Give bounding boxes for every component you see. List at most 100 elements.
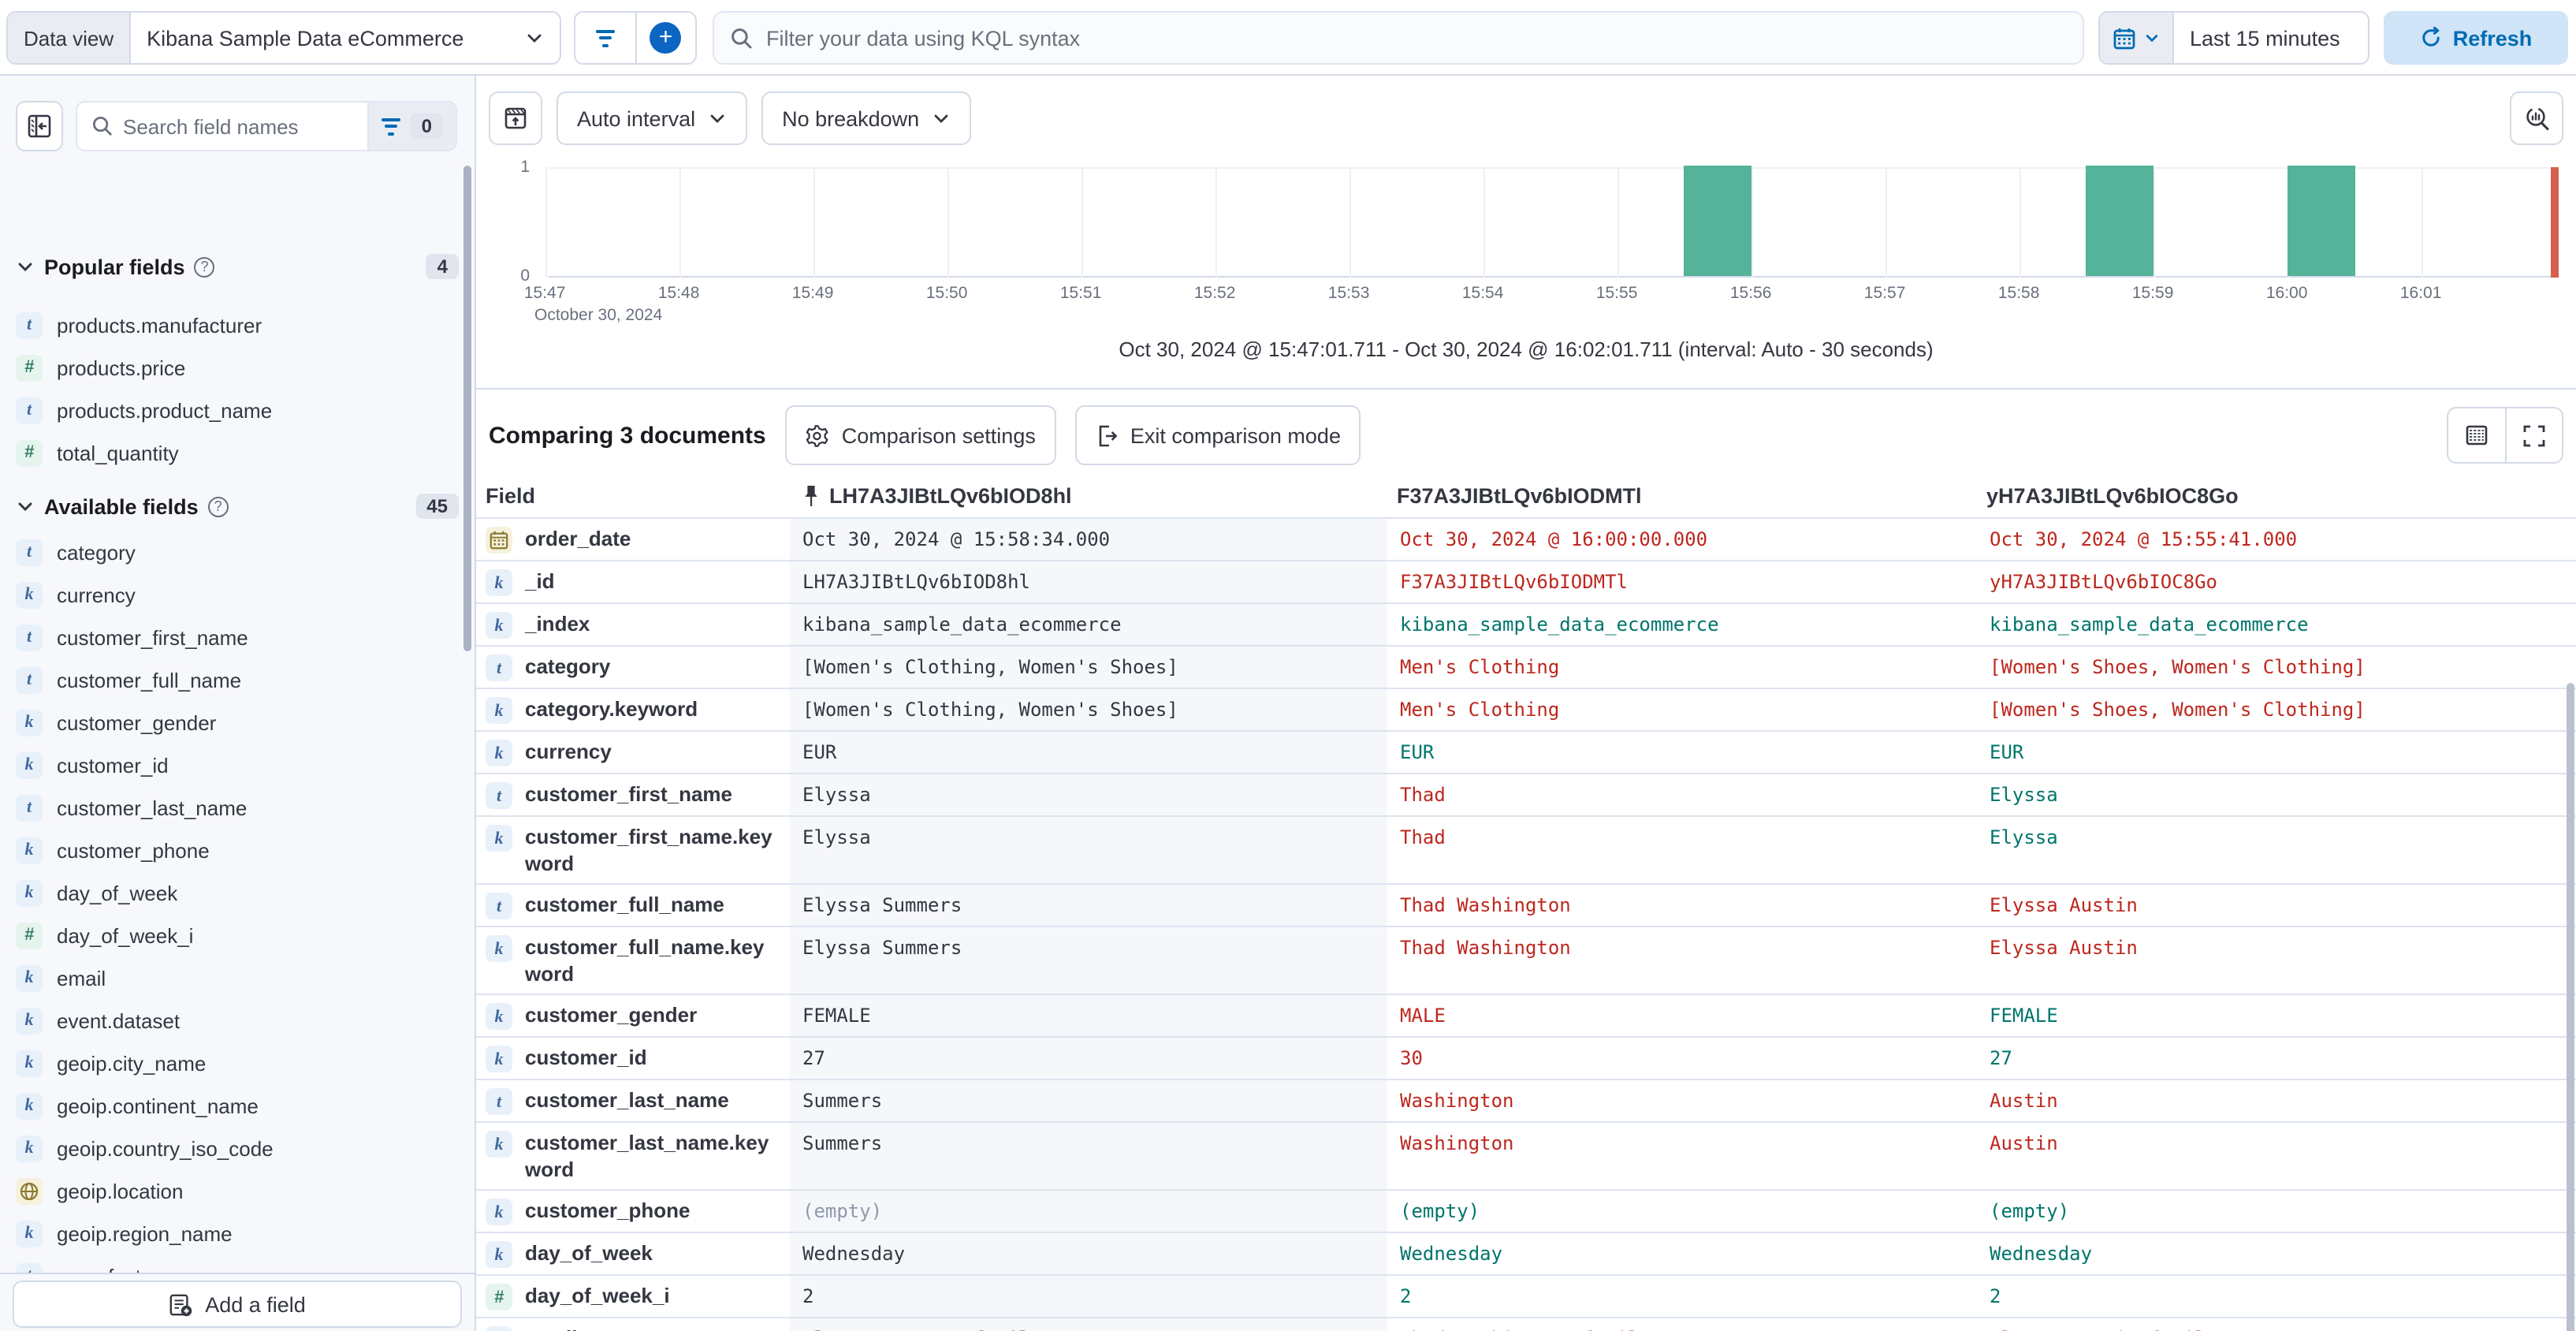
table-row-customer_id[interactable]: k customer_id 27 30 27 [476,1036,2576,1079]
add-filter-lines-button[interactable] [575,13,635,63]
available-fields-count: 45 [415,494,459,519]
field-item-label: total_quantity [57,441,179,464]
available-fields-header[interactable]: Available fields ? 45 [16,494,459,519]
edit-visualization-button[interactable] [2510,91,2563,145]
field-item-label: day_of_week [57,881,178,904]
histogram-bar-16:00:00[interactable] [2288,166,2355,276]
table-row-_index[interactable]: k _index kibana_sample_data_ecommerce kiban… [476,602,2576,645]
available-field-customer_gender[interactable]: k customer_gender [0,703,475,741]
density-button[interactable] [2448,408,2505,462]
popular-fields-header[interactable]: Popular fields ? 4 [16,254,459,279]
popular-field-total_quantity[interactable]: # total_quantity [0,434,475,472]
add-filter-button[interactable]: + [635,13,695,63]
histogram-bar-15:58:30[interactable] [2086,166,2153,276]
table-row-customer_last_name[interactable]: t customer_last_name Summers Washington Aust… [476,1079,2576,1121]
field-name-cell: k email [476,1318,790,1331]
time-range-picker[interactable]: Last 15 minutes [2098,11,2369,65]
lens-chart-icon [2526,106,2548,130]
field-item-label: day_of_week_i [57,923,194,947]
field-name: customer_full_name [525,893,724,916]
comparison-value-cell: Elyssa Austin [1977,927,2576,994]
data-view-picker[interactable]: Data view Kibana Sample Data eCommerce [6,11,561,65]
available-field-customer_full_name[interactable]: t customer_full_name [0,661,475,699]
time-range-value[interactable]: Last 15 minutes [2190,26,2340,50]
exit-comparison-button[interactable]: Exit comparison mode [1074,405,1361,465]
field-value: [Women's Clothing, Women's Shoes] [802,699,1178,721]
popular-field-products.price[interactable]: # products.price [0,349,475,386]
table-row-currency[interactable]: k currency EUR EUR EUR [476,730,2576,773]
hide-chart-button[interactable] [489,91,542,145]
field-filter-icon[interactable] [382,117,401,135]
gear-icon [806,424,828,446]
available-field-geoip.continent_name[interactable]: k geoip.continent_name [0,1087,475,1124]
field-value: Elyssa Summers [802,894,962,916]
kql-search-bar[interactable]: Filter your data using KQL syntax [713,11,2084,65]
histogram-bar-15:55:30[interactable] [1684,166,1751,276]
collapse-sidebar-button[interactable] [16,101,63,151]
field-type-keyword-icon: k [16,751,43,778]
x-tick-label: 16:01 [2399,284,2442,303]
base-value-cell: Elyssa Summers [790,927,1387,994]
sidebar-scrollbar[interactable] [463,166,471,651]
field-type-geo-icon [16,1177,43,1204]
table-row-customer_first_name[interactable]: t customer_first_name Elyssa Thad Elyssa [476,773,2576,815]
field-type-text-icon: t [16,624,43,651]
field-search-input[interactable]: Search field names 0 [76,101,457,151]
table-row-customer_last_name.keyword[interactable]: k customer_last_name.keyword Summers Washin… [476,1121,2576,1189]
table-row-email[interactable]: k email elyssa@summers-family.zzz thad@wash… [476,1317,2576,1331]
available-field-day_of_week_i[interactable]: # day_of_week_i [0,916,475,954]
table-row-customer_phone[interactable]: k customer_phone (empty) (empty) (empty) [476,1189,2576,1232]
fullscreen-button[interactable] [2505,408,2562,462]
available-field-geoip.country_iso_code[interactable]: k geoip.country_iso_code [0,1129,475,1167]
chevron-down-icon [16,497,35,516]
field-value: kibana_sample_data_ecommerce [1990,613,2309,636]
comparison-settings-button[interactable]: Comparison settings [784,405,1056,465]
table-row-_id[interactable]: k _id LH7A3JIBtLQv6bIOD8hl F37A3JIBtLQv6bIO… [476,560,2576,602]
fullscreen-icon [2523,424,2545,446]
table-scrollbar[interactable] [2567,683,2574,1331]
breakdown-select[interactable]: No breakdown [761,91,972,145]
available-field-customer_id[interactable]: k customer_id [0,746,475,784]
available-field-customer_phone[interactable]: k customer_phone [0,831,475,869]
base-value-cell: Wednesday [790,1233,1387,1274]
table-row-customer_full_name[interactable]: t customer_full_name Elyssa Summers Thad Wa… [476,883,2576,926]
chevron-down-icon [934,114,948,123]
histogram-plot[interactable] [545,166,2559,278]
available-field-geoip.location[interactable]: geoip.location [0,1172,475,1210]
available-field-category[interactable]: t category [0,533,475,571]
table-row-order_date[interactable]: order_date Oct 30, 2024 @ 15:58:34.000 Oct… [476,517,2576,560]
table-row-day_of_week[interactable]: k day_of_week Wednesday Wednesday Wednesday [476,1232,2576,1274]
field-name-cell: k category.keyword [476,689,790,730]
time-picker-prepend[interactable] [2100,13,2174,63]
field-type-number-icon: # [16,439,43,466]
table-row-customer_first_name.keyword[interactable]: k customer_first_name.keyword Elyssa Thad El… [476,815,2576,883]
refresh-button[interactable]: Refresh [2384,11,2568,65]
interval-select[interactable]: Auto interval [557,91,748,145]
x-tick-label: 16:00 [2265,284,2308,303]
available-field-day_of_week[interactable]: k day_of_week [0,874,475,912]
table-row-customer_gender[interactable]: k customer_gender FEMALE MALE FEMALE [476,994,2576,1036]
table-row-category.keyword[interactable]: k category.keyword [Women's Clothing, Wome… [476,688,2576,730]
available-field-customer_last_name[interactable]: t customer_last_name [0,789,475,826]
field-item-label: customer_first_name [57,625,248,649]
interval-label: Auto interval [577,106,696,130]
field-item-label: products.price [57,356,186,379]
available-field-email[interactable]: k email [0,959,475,997]
field-value: Thad Washington [1400,937,1571,959]
add-field-icon [169,1293,192,1316]
available-field-geoip.region_name[interactable]: k geoip.region_name [0,1214,475,1252]
popular-field-products.product_name[interactable]: t products.product_name [0,391,475,429]
available-field-event.dataset[interactable]: k event.dataset [0,1001,475,1039]
field-name-cell: t customer_full_name [476,885,790,926]
popular-field-products.manufacturer[interactable]: t products.manufacturer [0,306,475,344]
table-row-category[interactable]: t category [Women's Clothing, Women's Shoe… [476,645,2576,688]
table-row-day_of_week_i[interactable]: # day_of_week_i 2 2 2 [476,1274,2576,1317]
available-field-customer_first_name[interactable]: t customer_first_name [0,618,475,656]
chevron-down-icon [525,28,544,47]
field-name: _id [525,569,555,593]
add-field-button[interactable]: Add a field [13,1281,462,1328]
available-field-currency[interactable]: k currency [0,576,475,613]
table-row-customer_full_name.keyword[interactable]: k customer_full_name.keyword Elyssa Summer… [476,926,2576,994]
available-field-geoip.city_name[interactable]: k geoip.city_name [0,1044,475,1082]
